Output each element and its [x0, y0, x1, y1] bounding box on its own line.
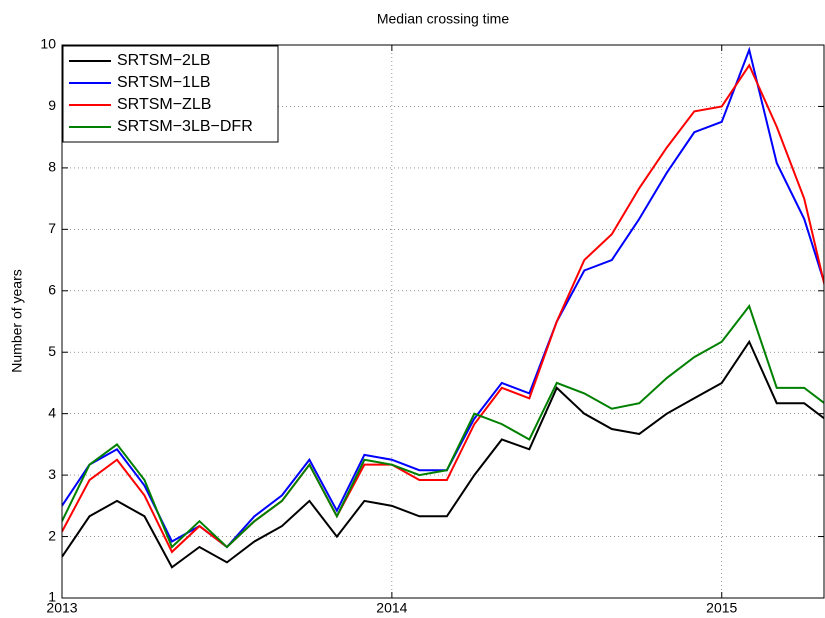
y-tick-label: 2 — [48, 527, 56, 543]
axes-box — [61, 44, 825, 599]
series-line — [62, 304, 824, 549]
series-group — [62, 46, 824, 569]
y-tick-label: 5 — [48, 343, 56, 359]
x-tick-label: 2015 — [706, 600, 737, 616]
x-tick-label: 2014 — [376, 600, 407, 616]
series-line — [62, 63, 824, 554]
y-tick-label: 3 — [48, 466, 56, 482]
chart-title: Median crossing time — [377, 11, 509, 27]
legend-label: SRTSM−3LB−DFR — [117, 118, 253, 135]
y-tick-label: 9 — [48, 97, 56, 113]
x-tick-label: 2013 — [46, 600, 77, 616]
y-tick-label: 10 — [40, 36, 56, 52]
y-tick-label: 6 — [48, 281, 56, 297]
series-line — [62, 339, 824, 569]
y-tick-label: 1 — [48, 589, 56, 605]
legend-label: SRTSM−2LB — [117, 52, 211, 69]
y-axis-label: Number of years — [9, 269, 25, 372]
legend-label: SRTSM−ZLB — [117, 96, 211, 113]
y-tick-label: 8 — [48, 159, 56, 175]
legend-label: SRTSM−1LB — [117, 74, 211, 91]
y-tick-label: 4 — [48, 404, 56, 420]
y-tick-label: 7 — [48, 220, 56, 236]
